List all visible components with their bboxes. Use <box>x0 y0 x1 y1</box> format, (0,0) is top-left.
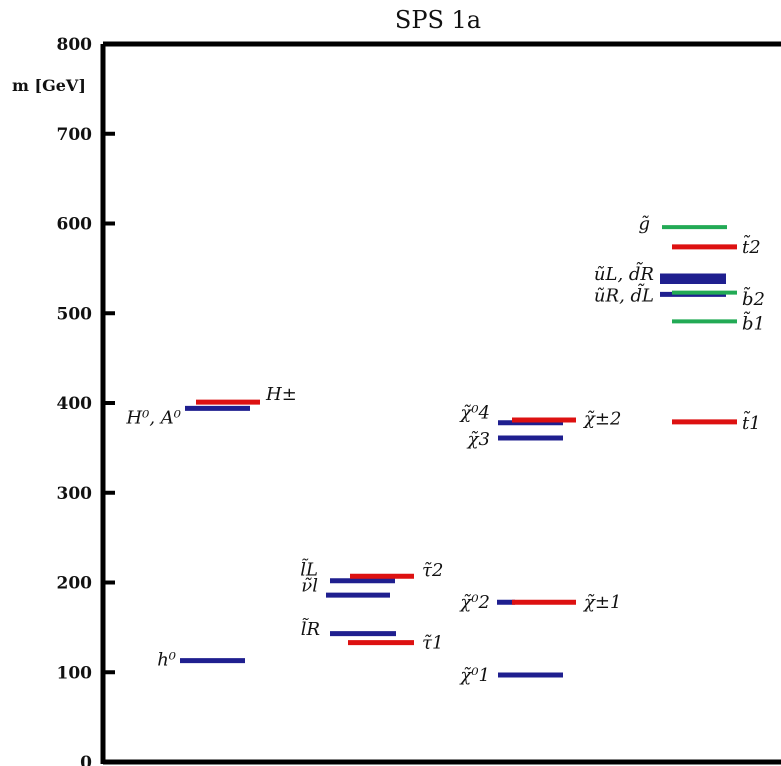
level-label: b̃2 <box>742 287 765 310</box>
y-tick-label: 400 <box>57 394 93 414</box>
axes: 0 100 200 300 400 500 600 700 800 <box>57 35 781 766</box>
level-label: b̃1 <box>742 311 765 334</box>
level-label: g̃ <box>638 214 650 235</box>
level-label: τ̃2 <box>422 560 443 581</box>
level-label: τ̃1 <box>422 633 443 654</box>
level-label: χ̃±2 <box>582 408 621 429</box>
level-label: ν̃l <box>301 575 318 596</box>
chart-title: SPS 1a <box>395 6 481 34</box>
y-tick-label: 100 <box>57 663 93 683</box>
y-axis-label: m [GeV] <box>12 76 86 95</box>
level-label: l̃L <box>300 557 318 580</box>
level-label: H⁰, A⁰ <box>125 407 181 428</box>
level-label: H± <box>265 384 297 405</box>
level-label: χ̃3 <box>466 429 490 450</box>
level-labels: h⁰ H⁰, A⁰ H± l̃Lν̃l τ̃2 l̃R τ̃1 χ̃⁰1 χ̃⁰2 χ̃±1 χ̃3… <box>125 214 765 686</box>
level-label: ũL, d̃R <box>594 262 654 285</box>
y-tick-label: 700 <box>57 125 93 145</box>
level-label: ũR, d̃L <box>594 283 654 306</box>
y-tick-label: 500 <box>57 304 93 324</box>
level-label: χ̃⁰1 <box>458 665 490 686</box>
y-tick-label: 200 <box>57 574 93 594</box>
y-tick-label: 800 <box>57 35 93 55</box>
y-tick-label: 600 <box>57 215 93 235</box>
level-label: l̃R <box>301 617 320 640</box>
y-tick-label: 300 <box>57 484 93 504</box>
level-label: t̃1 <box>742 411 761 434</box>
level-label: h⁰ <box>157 650 176 671</box>
y-tick-label: 0 <box>80 753 92 766</box>
level-label: χ̃⁰2 <box>458 592 490 613</box>
level-label: χ̃⁰4 <box>458 402 490 423</box>
levels <box>180 225 737 678</box>
level-label: t̃2 <box>742 235 761 258</box>
level-label: χ̃±1 <box>582 592 621 613</box>
